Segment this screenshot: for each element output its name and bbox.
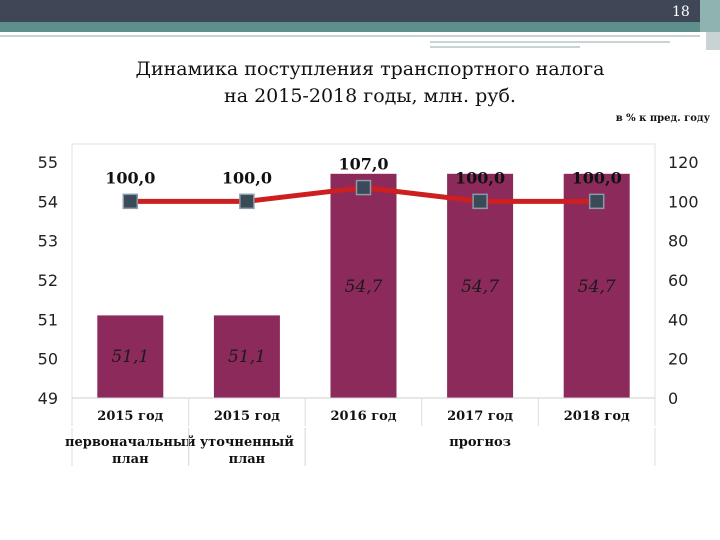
line-data-label: 100,0 (572, 168, 622, 187)
header-corner-strip (700, 0, 720, 32)
slide-title-line-2: на 2015-2018 годы, млн. руб. (224, 85, 516, 107)
header-rule-short (430, 41, 670, 43)
left-axis-tick-label: 54 (38, 192, 58, 211)
line-data-label: 107,0 (338, 155, 388, 174)
line-marker (588, 193, 605, 210)
bar (563, 173, 630, 398)
group-label: план (112, 452, 149, 467)
page-number: 18 (672, 4, 690, 20)
right-axis-note: в % к пред. году (615, 113, 710, 124)
header-rule (0, 35, 700, 37)
group-label: первоначальный (65, 435, 196, 450)
right-axis-tick-label: 120 (668, 153, 699, 172)
left-axis-tick-label: 49 (38, 389, 58, 408)
group-label: план (229, 452, 266, 467)
bar-data-label: 54,7 (578, 277, 616, 297)
category-label: 2015 год (214, 409, 280, 424)
line-marker (355, 179, 372, 196)
bar-data-label: 54,7 (345, 277, 383, 297)
bar-data-label: 51,1 (111, 347, 149, 367)
bar (213, 315, 280, 398)
header-corner-strip-lower (706, 32, 720, 50)
right-axis-tick-label: 80 (668, 232, 688, 251)
left-axis-tick-label: 55 (38, 153, 58, 172)
slide-header-accent (0, 22, 700, 32)
line-marker (122, 193, 139, 210)
slide-title-line-1: Динамика поступления транспортного налог… (135, 58, 605, 80)
bar-data-label: 51,1 (228, 347, 266, 367)
bar (447, 173, 514, 398)
left-axis-tick-label: 50 (38, 350, 58, 369)
line-data-label: 100,0 (105, 168, 155, 187)
bar (97, 315, 164, 398)
line-data-label: 100,0 (222, 168, 272, 187)
line-marker (472, 193, 488, 210)
right-axis-tick-label: 0 (668, 389, 678, 408)
right-axis-tick-label: 100 (668, 192, 699, 211)
left-axis-tick-label: 53 (38, 232, 58, 251)
slide-title: Динамика поступления транспортного налог… (90, 56, 650, 110)
left-axis-tick-label: 51 (38, 310, 58, 329)
group-label: прогноз (449, 435, 511, 450)
right-axis-tick-label: 20 (668, 350, 688, 369)
left-axis-tick-label: 52 (38, 271, 58, 290)
category-label: 2017 год (447, 409, 513, 424)
category-label: 2016 год (330, 409, 396, 424)
bar-data-label: 54,7 (461, 277, 499, 297)
category-label: 2015 год (97, 409, 163, 424)
group-label: уточненный (200, 435, 294, 450)
right-axis-tick-label: 40 (668, 310, 688, 329)
slide-header-bar (0, 0, 720, 22)
line-marker (239, 193, 255, 210)
header-rule-shorter (430, 46, 580, 48)
right-axis-tick-label: 60 (668, 271, 688, 290)
category-label: 2018 год (564, 409, 630, 424)
bar (330, 173, 397, 398)
line-data-label: 100,0 (455, 168, 505, 187)
